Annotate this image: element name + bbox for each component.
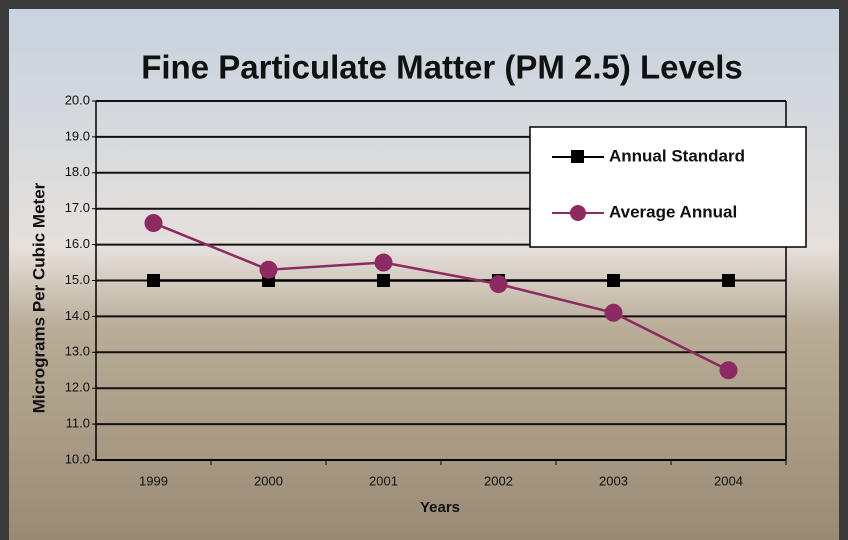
point — [490, 275, 508, 293]
x-tick-label: 1999 — [139, 473, 168, 488]
legend-marker — [571, 150, 584, 163]
y-tick-label: 10.0 — [65, 451, 90, 466]
y-tick-label: 18.0 — [65, 164, 90, 179]
point — [147, 274, 160, 287]
x-axis-label: Years — [420, 499, 460, 516]
y-tick-label: 20.0 — [65, 92, 90, 107]
chart: Fine Particulate Matter (PM 2.5) Levels … — [0, 0, 848, 540]
y-tick-label: 16.0 — [65, 236, 90, 251]
y-tick-label: 14.0 — [65, 308, 90, 323]
y-tick-label: 19.0 — [65, 128, 90, 143]
x-tick-label: 2003 — [599, 473, 628, 488]
point — [720, 361, 738, 379]
chart-title: Fine Particulate Matter (PM 2.5) Levels — [141, 49, 743, 86]
legend-box — [530, 127, 806, 247]
y-tick-label: 15.0 — [65, 272, 90, 287]
y-axis-label: Micrograms Per Cubic Meter — [29, 182, 48, 413]
x-tick-label: 2004 — [714, 473, 743, 488]
legend-label: Annual Standard — [609, 146, 745, 165]
legend-marker — [570, 205, 586, 221]
point — [722, 274, 735, 287]
y-tick-label: 13.0 — [65, 344, 90, 359]
point — [145, 214, 163, 232]
y-tick-label: 12.0 — [65, 380, 90, 395]
point — [607, 274, 620, 287]
legend: Annual Standard Average Annual — [530, 127, 806, 247]
y-tick-label: 11.0 — [66, 416, 90, 431]
x-tick-label: 2002 — [484, 473, 513, 488]
y-tick-label: 17.0 — [65, 200, 90, 215]
point — [377, 274, 390, 287]
point — [605, 304, 623, 322]
point — [260, 261, 278, 279]
x-tick-label: 2000 — [254, 473, 283, 488]
x-tick-label: 2001 — [369, 473, 398, 488]
point — [375, 254, 393, 272]
legend-label: Average Annual — [609, 202, 737, 221]
